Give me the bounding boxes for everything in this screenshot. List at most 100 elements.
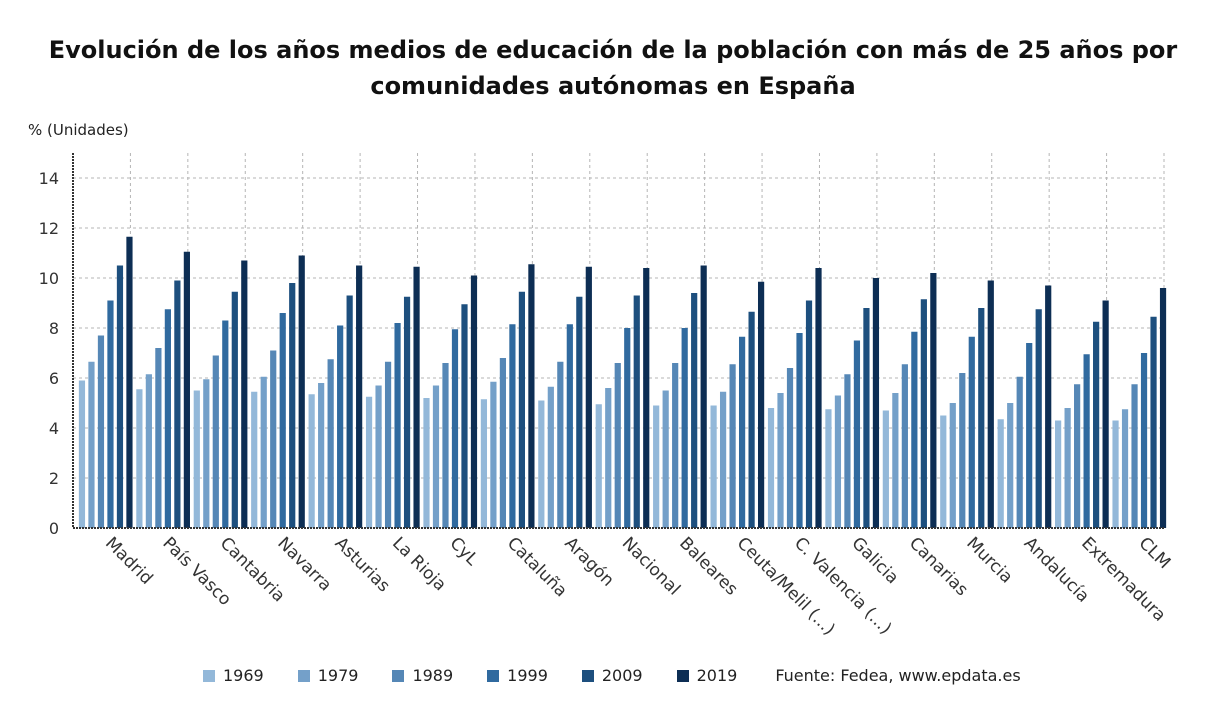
bar-2019 (183, 251, 190, 528)
x-tick-label: Canarias (905, 533, 972, 600)
x-tick-label: Asturias (331, 533, 394, 596)
legend-label: 1989 (412, 666, 454, 685)
bar-1999 (911, 331, 918, 528)
bar-1969 (653, 405, 660, 528)
bar-1979 (203, 379, 210, 528)
y-tick-label: 0 (49, 519, 59, 538)
bar-1969 (1055, 420, 1062, 528)
bar-1979 (1064, 408, 1071, 528)
bar-1999 (337, 325, 344, 528)
x-tick-label: CLM (1135, 533, 1175, 573)
bar-1969 (251, 391, 258, 528)
bar-1979 (662, 390, 669, 528)
legend-swatch (581, 669, 594, 682)
x-tick-label: Cataluña (503, 533, 571, 601)
bar-1979 (318, 383, 325, 528)
bar-2019 (1102, 300, 1109, 528)
bar-2019 (241, 260, 248, 528)
bar-1989 (901, 364, 908, 528)
bar-2009 (863, 308, 870, 528)
bar-1989 (270, 350, 277, 528)
bar-1979 (605, 388, 612, 528)
bar-2019 (413, 266, 420, 528)
bar-1999 (164, 309, 171, 528)
x-tick-label: Murcia (962, 533, 1016, 587)
bar-1999 (394, 323, 401, 528)
bar-2009 (289, 283, 296, 528)
bar-1979 (949, 403, 956, 528)
y-axis-label: % (Unidades) (28, 121, 129, 139)
bar-1969 (1112, 420, 1119, 528)
legend-item: 1979 (297, 666, 359, 685)
bar-1999 (624, 328, 631, 528)
y-tick-label: 8 (49, 319, 59, 338)
bar-1989 (212, 355, 219, 528)
bar-1969 (710, 405, 717, 528)
bar-2019 (356, 265, 363, 528)
bar-1989 (327, 359, 334, 528)
bar-1989 (1131, 384, 1138, 528)
legend-swatch (487, 669, 500, 682)
y-tick-label: 4 (49, 419, 59, 438)
bar-1979 (892, 393, 899, 528)
bar-2009 (231, 291, 238, 528)
x-tick-label: Galicia (848, 533, 903, 588)
bar-2019 (872, 278, 880, 528)
bar-2009 (403, 296, 411, 528)
bar-2019 (1159, 288, 1167, 528)
bar-1999 (1140, 353, 1148, 528)
y-tick-label: 6 (49, 369, 59, 388)
bar-1969 (193, 390, 200, 528)
bar-1999 (222, 320, 229, 528)
legend-item: 2009 (581, 666, 643, 685)
bar-1979 (1007, 403, 1014, 528)
bar-2009 (174, 280, 181, 528)
bar-1999 (738, 336, 746, 528)
legend-label: 1969 (223, 666, 264, 685)
bar-1999 (279, 313, 286, 528)
bar-1979 (777, 393, 784, 528)
legend-item: 1969 (203, 666, 264, 685)
bar-1969 (480, 399, 488, 528)
legend-swatch (203, 669, 215, 682)
bar-2009 (748, 311, 755, 528)
bar-1989 (97, 335, 105, 528)
legend-item: 1999 (487, 666, 548, 685)
bar-2019 (470, 275, 478, 528)
bar-2019 (757, 281, 765, 528)
legend-item: 2019 (676, 666, 737, 685)
bar-2009 (518, 291, 526, 528)
bar-1989 (442, 363, 449, 528)
bar-2009 (978, 308, 985, 528)
bar-2019 (643, 268, 650, 528)
bar-1979 (490, 381, 497, 528)
legend-swatch (392, 669, 405, 682)
y-tick-label: 2 (49, 469, 59, 488)
bar-1999 (566, 324, 573, 528)
bar-1989 (614, 363, 621, 528)
legend-item: 1989 (392, 666, 453, 685)
bar-1979 (375, 385, 382, 528)
bar-1999 (968, 336, 975, 528)
bar-2009 (116, 265, 124, 528)
bar-2009 (691, 293, 698, 528)
bar-1979 (1121, 409, 1129, 528)
bar-2009 (920, 299, 927, 528)
bar-1999 (509, 324, 516, 528)
legend-label: 1979 (317, 666, 359, 685)
bar-1979 (88, 361, 95, 528)
bar-1979 (547, 386, 554, 528)
bar-1969 (136, 389, 143, 528)
bar-1999 (796, 333, 803, 528)
bar-1989 (672, 363, 679, 528)
bar-1979 (719, 391, 727, 528)
x-tick-label: Baleares (675, 533, 741, 599)
bar-2009 (461, 304, 468, 528)
bar-2019 (585, 266, 592, 528)
bar-1979 (432, 385, 440, 528)
bar-1999 (681, 328, 688, 528)
x-tick-label: CyL (446, 533, 483, 570)
bar-1979 (834, 395, 842, 528)
bar-1969 (365, 396, 373, 528)
